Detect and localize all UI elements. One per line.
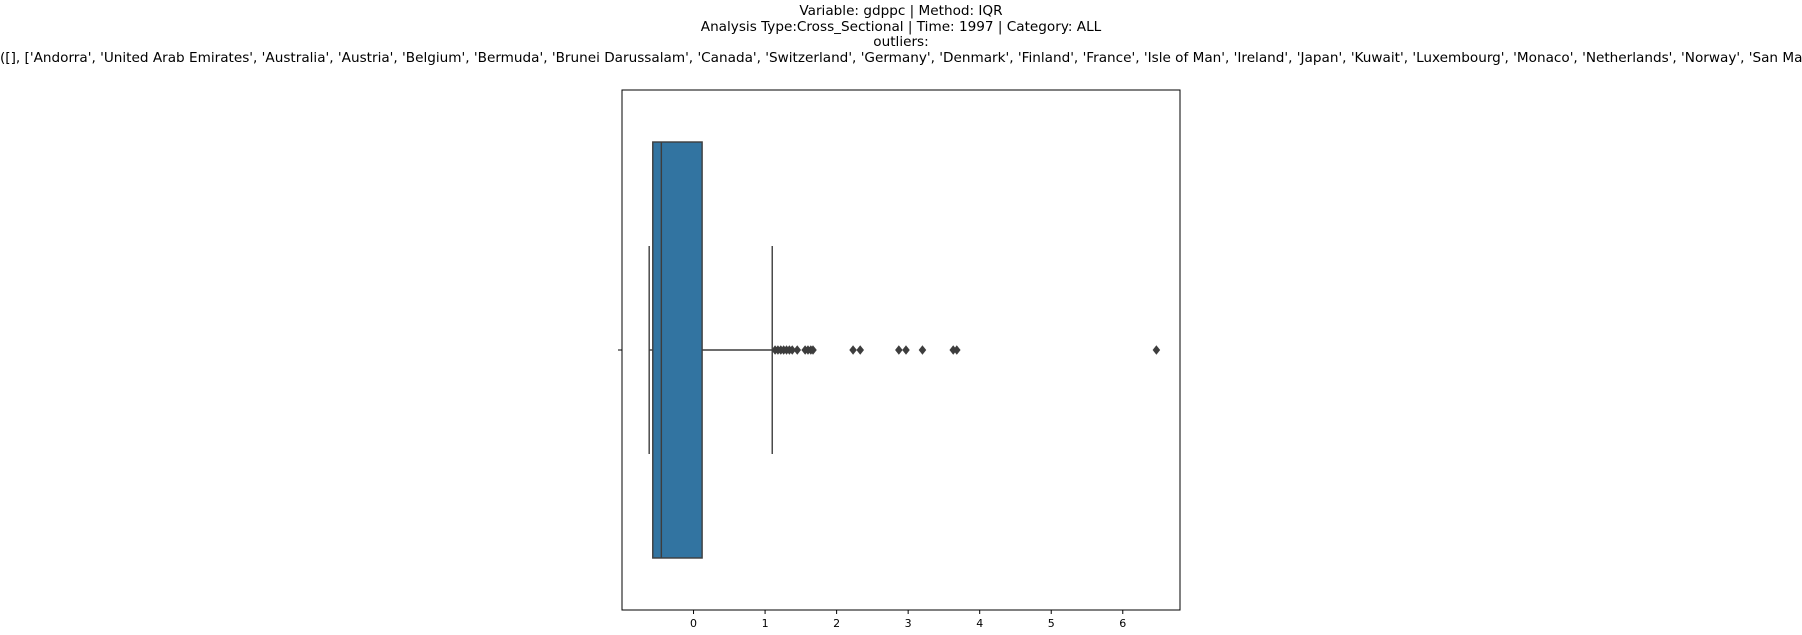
x-tick-label-6: 6 bbox=[1119, 617, 1126, 630]
chart-title: Variable: gdppc | Method: IQR Analysis T… bbox=[0, 3, 1802, 66]
x-tick-label-2: 2 bbox=[833, 617, 840, 630]
box-plot-series bbox=[648, 141, 1161, 559]
outlier-point-13 bbox=[856, 345, 865, 355]
outlier-point-14 bbox=[895, 345, 903, 355]
x-axis: 0 1 2 3 4 5 6 bbox=[618, 349, 1126, 630]
title-line-outliers-list: ([], ['Andorra', 'United Arab Emirates',… bbox=[0, 49, 1802, 66]
title-line-variable: Variable: gdppc | Method: IQR bbox=[799, 3, 1003, 19]
outlier-point-12 bbox=[849, 345, 857, 355]
title-line-analysis: Analysis Type:Cross_Sectional | Time: 19… bbox=[700, 18, 1102, 35]
outlier-point-11 bbox=[809, 345, 817, 355]
iqr-box bbox=[652, 141, 703, 559]
outlier-point-15 bbox=[902, 345, 910, 355]
x-tick-label-1: 1 bbox=[762, 617, 769, 630]
x-tick-label-5: 5 bbox=[1048, 617, 1055, 630]
x-tick-label-3: 3 bbox=[905, 617, 912, 630]
title-line-outliers-label: outliers: bbox=[873, 34, 929, 51]
outlier-point-16 bbox=[918, 345, 927, 355]
outlier-point-18 bbox=[953, 345, 961, 355]
outlier-point-7 bbox=[793, 345, 802, 355]
x-tick-label-4: 4 bbox=[976, 617, 983, 630]
outlier-point-6 bbox=[788, 345, 797, 355]
x-tick-label-0: 0 bbox=[690, 617, 697, 630]
outlier-point-19 bbox=[1152, 345, 1161, 355]
